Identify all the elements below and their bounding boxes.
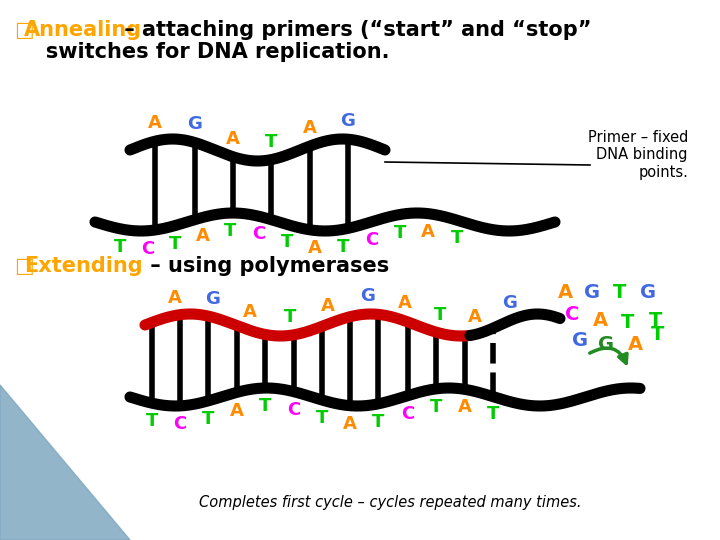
Text: A: A bbox=[321, 298, 335, 315]
Text: A: A bbox=[303, 119, 317, 137]
Text: T: T bbox=[430, 398, 442, 416]
Text: A: A bbox=[196, 227, 210, 245]
Text: T: T bbox=[613, 282, 626, 301]
Text: T: T bbox=[281, 233, 293, 251]
Text: G: G bbox=[361, 287, 375, 305]
Text: T: T bbox=[394, 224, 406, 241]
Text: □: □ bbox=[14, 20, 34, 40]
Text: A: A bbox=[308, 239, 322, 258]
Text: G: G bbox=[206, 290, 220, 308]
Text: A: A bbox=[627, 334, 642, 354]
Text: G: G bbox=[188, 116, 202, 133]
Text: A: A bbox=[458, 399, 472, 416]
Text: G: G bbox=[598, 334, 614, 354]
Text: C: C bbox=[287, 401, 301, 418]
Text: A: A bbox=[343, 415, 357, 433]
Text: A: A bbox=[230, 402, 244, 420]
Text: A: A bbox=[243, 303, 257, 321]
Text: G: G bbox=[640, 282, 656, 301]
Text: C: C bbox=[401, 404, 415, 423]
Text: T: T bbox=[168, 235, 181, 253]
Text: T: T bbox=[621, 313, 635, 332]
Text: G: G bbox=[572, 330, 588, 349]
Text: T: T bbox=[652, 326, 665, 345]
Text: A: A bbox=[557, 282, 572, 301]
Text: T: T bbox=[146, 412, 158, 430]
Text: T: T bbox=[434, 306, 446, 324]
Text: T: T bbox=[114, 238, 126, 255]
Text: Completes first cycle – cycles repeated many times.: Completes first cycle – cycles repeated … bbox=[199, 495, 581, 510]
Text: – using polymerases: – using polymerases bbox=[143, 256, 390, 276]
Text: A: A bbox=[593, 310, 608, 329]
Text: A: A bbox=[168, 288, 182, 307]
Text: A: A bbox=[398, 294, 412, 312]
Text: G: G bbox=[584, 282, 600, 301]
Text: switches for DNA replication.: switches for DNA replication. bbox=[24, 42, 390, 62]
Text: T: T bbox=[316, 409, 328, 427]
Text: C: C bbox=[174, 415, 186, 433]
Text: A: A bbox=[148, 114, 162, 132]
Text: T: T bbox=[265, 133, 277, 151]
Text: T: T bbox=[202, 410, 214, 428]
Text: C: C bbox=[141, 240, 155, 258]
Text: G: G bbox=[503, 294, 518, 312]
Text: C: C bbox=[365, 231, 379, 249]
Text: Primer – fixed
DNA binding
points.: Primer – fixed DNA binding points. bbox=[588, 130, 688, 180]
Text: □: □ bbox=[14, 256, 34, 276]
Text: T: T bbox=[487, 405, 499, 423]
Text: C: C bbox=[564, 306, 579, 325]
Text: T: T bbox=[224, 222, 236, 240]
Text: C: C bbox=[253, 225, 266, 243]
Text: T: T bbox=[337, 238, 349, 256]
Text: A: A bbox=[421, 222, 435, 240]
Text: Annealing: Annealing bbox=[24, 20, 142, 40]
Text: A: A bbox=[226, 130, 240, 148]
Text: T: T bbox=[451, 229, 463, 247]
Text: – attaching primers (“start” and “stop”: – attaching primers (“start” and “stop” bbox=[117, 20, 592, 40]
Text: T: T bbox=[258, 397, 271, 415]
Text: A: A bbox=[468, 308, 482, 326]
Polygon shape bbox=[0, 385, 130, 540]
Text: G: G bbox=[341, 112, 356, 130]
Text: T: T bbox=[649, 310, 662, 329]
Text: Extending: Extending bbox=[24, 256, 143, 276]
Text: T: T bbox=[284, 308, 296, 326]
Text: T: T bbox=[372, 413, 384, 431]
